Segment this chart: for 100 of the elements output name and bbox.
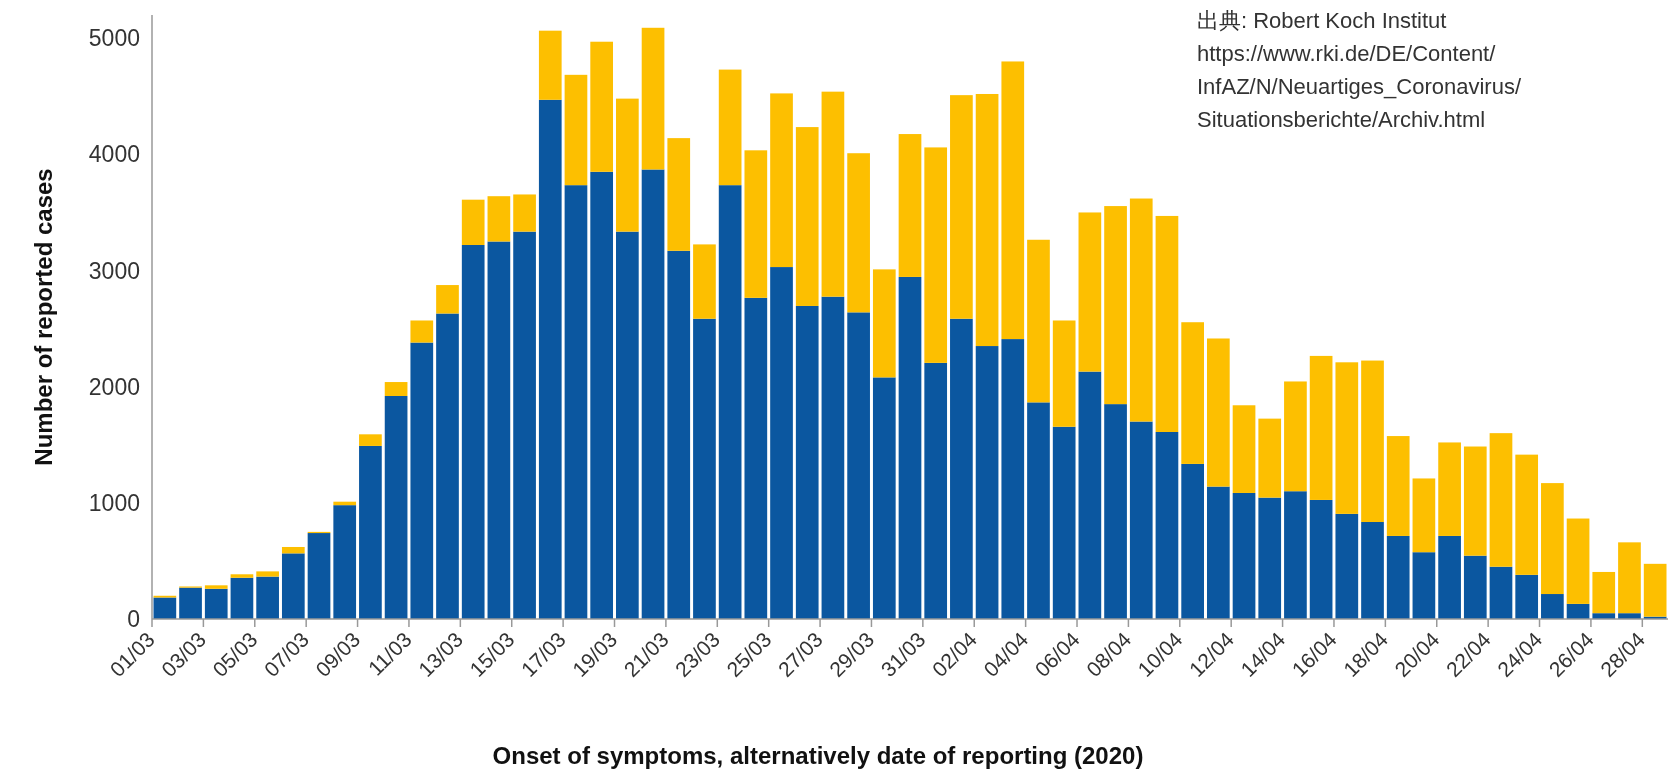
y-tick-label: 1000 [88, 489, 140, 516]
bar [1618, 542, 1641, 614]
bar [1155, 215, 1179, 432]
bar [1361, 522, 1384, 619]
bar [1412, 552, 1436, 619]
bar [744, 297, 768, 619]
bar [461, 199, 485, 245]
bar [1335, 362, 1359, 514]
bar [1438, 535, 1461, 619]
bar [538, 99, 562, 619]
bar [1155, 431, 1179, 619]
y-axis-title: Number of reported cases [30, 168, 57, 466]
bar [1129, 421, 1153, 619]
bar [1592, 571, 1616, 614]
bar [230, 574, 254, 578]
bar [1361, 360, 1384, 523]
annotation: 出典: Robert Koch Institut https://www.rki.de/DE/Content/ InfAZ/N/Neuartiges_Coronavirus/ Situationsberichte/Archiv.html [1197, 8, 1522, 132]
bar [230, 577, 254, 619]
bar [950, 318, 973, 619]
bar [1309, 499, 1333, 619]
bar [410, 320, 434, 343]
bar [256, 571, 279, 577]
bar [616, 231, 639, 619]
bar [1566, 518, 1590, 604]
bar [847, 153, 870, 313]
bar [1386, 436, 1410, 536]
bar [384, 395, 408, 619]
bar [436, 313, 459, 619]
bar [1489, 566, 1513, 619]
bar [564, 74, 588, 186]
bar [1515, 574, 1539, 619]
bar [1284, 381, 1307, 492]
bar [1052, 426, 1076, 619]
bar [1258, 418, 1282, 498]
bar [1541, 483, 1564, 595]
y-tick-label: 3000 [88, 257, 140, 284]
bar [795, 127, 819, 306]
bar [179, 587, 202, 619]
bar [718, 69, 742, 186]
bar [1078, 371, 1102, 619]
bar [641, 27, 665, 170]
y-tick-label: 0 [127, 606, 140, 632]
bar [359, 434, 382, 446]
bar [898, 276, 922, 619]
bar [590, 41, 614, 172]
bar [1104, 404, 1127, 619]
bar [975, 346, 999, 619]
bar [1643, 563, 1667, 617]
bar [1206, 486, 1230, 619]
bar [1232, 405, 1256, 493]
bar [1463, 555, 1487, 619]
bar [564, 185, 588, 619]
bar [693, 318, 716, 619]
bar [1386, 535, 1410, 619]
bar [1284, 491, 1307, 619]
bar [975, 93, 999, 347]
y-tick-label: 5000 [88, 25, 140, 52]
bar [821, 91, 845, 297]
bar [436, 285, 459, 314]
bar [281, 546, 305, 554]
bar [1566, 603, 1590, 619]
bar [641, 169, 665, 619]
bar [1232, 492, 1256, 619]
bar [1001, 339, 1025, 619]
bar [898, 134, 922, 277]
bar [1078, 212, 1102, 372]
bar [616, 98, 639, 232]
bar [1129, 198, 1153, 422]
bar [487, 241, 511, 619]
bar [693, 244, 716, 319]
bar [1001, 61, 1025, 340]
bar [1181, 322, 1204, 464]
bar [487, 196, 511, 242]
bar [513, 194, 536, 232]
bar [513, 231, 536, 619]
bar [924, 362, 948, 619]
bar [1258, 497, 1282, 619]
bar [1104, 206, 1127, 405]
bar [359, 445, 382, 619]
bar [795, 305, 819, 619]
bar [538, 30, 562, 100]
bar [333, 505, 357, 619]
bar [204, 585, 228, 589]
bar [770, 267, 793, 619]
bar [1027, 402, 1050, 619]
y-tick-label: 4000 [88, 141, 140, 168]
bar [1541, 594, 1564, 619]
bar [384, 382, 408, 396]
bar [1463, 446, 1487, 556]
bar [744, 150, 768, 298]
bar [1027, 239, 1050, 403]
bar [1412, 478, 1436, 553]
bar [667, 250, 691, 619]
bar [1335, 513, 1359, 619]
bar [1309, 355, 1333, 500]
bar [718, 185, 742, 619]
bar [307, 533, 331, 619]
bar [1052, 320, 1076, 427]
bar [950, 95, 973, 319]
bar [1489, 433, 1513, 567]
